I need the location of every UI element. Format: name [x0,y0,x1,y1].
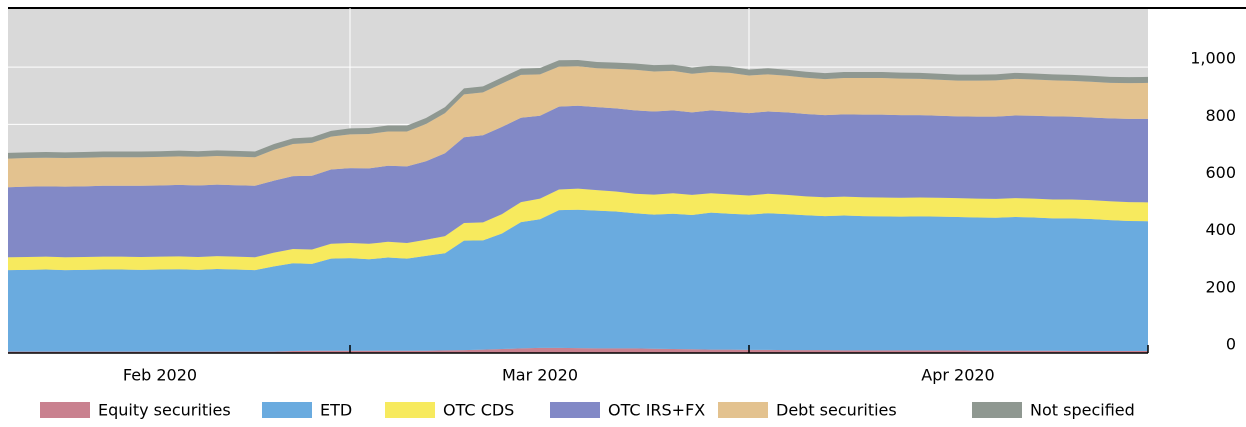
legend-swatch [718,402,768,418]
area [8,66,1148,188]
y-tick-label: 200 [1205,277,1236,296]
area [8,209,1148,352]
legend-swatch [40,402,90,418]
y-tick-label: 1,000 [1190,49,1236,68]
x-tick-label: Apr 2020 [921,366,994,385]
legend-label: OTC CDS [443,401,514,420]
legend-swatch [385,402,435,418]
y-tick-label: 800 [1205,106,1236,125]
area [8,347,1148,353]
legend-label: Not specified [1030,401,1135,420]
y-tick-label: 400 [1205,220,1236,239]
area [8,105,1148,258]
legend-swatch [262,402,312,418]
x-tick-label: Mar 2020 [502,366,578,385]
legend-label: OTC IRS+FX [608,401,705,420]
legend-label: Debt securities [776,401,897,420]
legend-swatch [972,402,1022,418]
legend-swatch [550,402,600,418]
legend-label: ETD [320,401,352,420]
x-tick-label: Feb 2020 [123,366,197,385]
legend-label: Equity securities [98,401,231,420]
area [8,188,1148,271]
y-tick-label: 600 [1205,163,1236,182]
y-tick-label: 0 [1226,335,1236,354]
